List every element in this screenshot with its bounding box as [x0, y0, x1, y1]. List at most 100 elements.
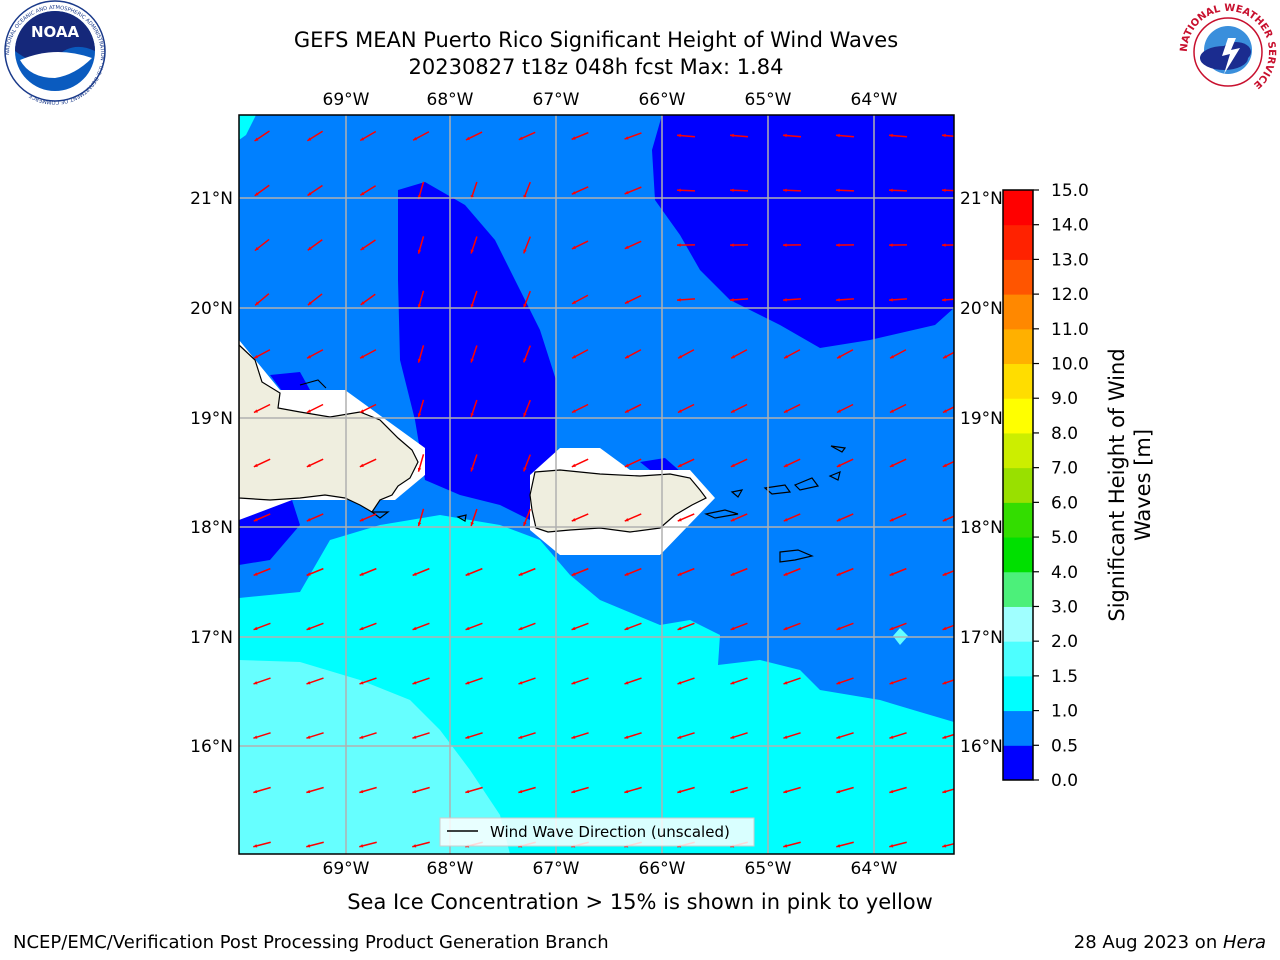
- wind-arrow: [888, 243, 908, 247]
- wind-arrow: [676, 188, 696, 193]
- colorbar-segment: [1003, 502, 1033, 538]
- wind-arrow: [836, 458, 854, 468]
- wind-arrow: [941, 298, 954, 302]
- map-frame: [238, 114, 955, 855]
- wind-arrow: [941, 133, 954, 138]
- colorbar-frame: [1002, 189, 1034, 781]
- wind-arrow: [676, 243, 696, 247]
- map-subtitle: 20230827 t18z 048h fcst Max: 1.84: [408, 55, 784, 79]
- wind-arrow: [306, 403, 324, 414]
- wind-arrow: [518, 786, 536, 794]
- colorbar-segment: [1003, 537, 1033, 573]
- wind-arrow: [783, 732, 801, 739]
- wind-arrow: [470, 290, 478, 309]
- wind-arrow: [624, 294, 642, 305]
- wind-arrow: [836, 677, 854, 685]
- wind-arrow: [523, 508, 531, 527]
- wind-arrow: [624, 458, 642, 468]
- wind-arrow: [518, 622, 536, 631]
- lat-tick-left: 20°N: [190, 299, 233, 319]
- wind-arrow: [470, 236, 478, 254]
- wind-arrow: [254, 130, 270, 142]
- colorbar-segment: [1003, 641, 1033, 677]
- wind-direction-arrows: [253, 130, 954, 848]
- lat-tick-right: 19°N: [960, 409, 1003, 429]
- wind-arrow: [941, 188, 954, 193]
- wind-arrow: [254, 293, 270, 306]
- wind-arrow: [730, 513, 748, 522]
- colorbar-tick-label: 0.5: [1051, 736, 1078, 756]
- wind-arrow: [624, 677, 642, 685]
- wind-arrow: [306, 732, 324, 739]
- wind-arrow: [359, 130, 377, 142]
- colorbar-segment: [1003, 571, 1033, 607]
- wind-arrow: [624, 186, 642, 195]
- wind-arrow: [571, 349, 589, 359]
- wind-arrow: [523, 290, 531, 309]
- wind-arrow: [836, 403, 854, 414]
- lon-tick-top: 65°W: [745, 90, 792, 110]
- wind-arrow: [730, 403, 748, 414]
- wind-arrow: [253, 622, 271, 631]
- land-hispaniola-north-coast: [299, 379, 327, 389]
- wind-arrow: [889, 677, 907, 685]
- wind-arrow: [835, 188, 855, 193]
- wind-arrow: [782, 243, 802, 247]
- wind-arrow: [470, 345, 478, 363]
- wind-arrow: [465, 622, 483, 631]
- wind-arrow: [523, 454, 531, 472]
- lon-tick-bottom: 65°W: [745, 859, 792, 879]
- colorbar-tick-label: 1.5: [1051, 667, 1078, 687]
- colorbar-segment: [1003, 710, 1033, 746]
- lon-tick-top: 67°W: [533, 90, 580, 110]
- wind-arrow: [306, 130, 324, 142]
- wind-arrow: [677, 403, 695, 414]
- wind-arrow: [888, 133, 908, 138]
- wind-arrow: [359, 732, 377, 739]
- wind-arrow: [523, 345, 531, 363]
- wind-arrow: [677, 349, 695, 359]
- wind-arrow: [942, 460, 954, 468]
- wind-arrow: [417, 454, 425, 472]
- wave-level-0.0-0.5-sw: [239, 500, 300, 565]
- wind-arrow: [307, 293, 323, 306]
- wind-arrow: [835, 133, 855, 138]
- wave-level-0.0-0.5-ne: [652, 115, 954, 348]
- wind-arrow: [677, 458, 695, 468]
- colorbar-tick-label: 3.0: [1051, 597, 1078, 617]
- wind-arrow: [470, 399, 478, 418]
- wind-arrow: [518, 567, 536, 577]
- wind-arrow: [571, 732, 589, 739]
- colorbar-segment: [1003, 606, 1033, 642]
- wind-arrow: [306, 349, 324, 359]
- lon-tick-bottom: 69°W: [323, 859, 370, 879]
- wind-arrow: [412, 786, 430, 794]
- graticule: [239, 115, 954, 854]
- lat-tick-right: 21°N: [960, 189, 1003, 209]
- wind-arrow: [465, 567, 483, 577]
- lat-tick-right: 18°N: [960, 518, 1003, 538]
- colorbar-label-line2: Waves [m]: [1131, 429, 1155, 541]
- colorbar-tick-label: 10.0: [1051, 355, 1089, 375]
- lat-tick-left: 16°N: [190, 737, 233, 757]
- wind-arrow: [889, 349, 907, 359]
- colorbar-tick-label: 7.0: [1051, 459, 1078, 479]
- wind-arrow: [359, 458, 377, 468]
- wind-arrow: [571, 458, 589, 468]
- wind-arrow: [412, 841, 430, 848]
- wind-arrow: [889, 622, 907, 631]
- lon-tick-top: 64°W: [851, 90, 898, 110]
- wind-arrow: [942, 679, 954, 685]
- wind-arrow: [676, 133, 696, 138]
- wind-arrow: [359, 622, 377, 631]
- wind-arrow: [417, 236, 425, 254]
- wind-arrow: [465, 131, 483, 141]
- wind-arrow: [677, 677, 695, 685]
- wind-arrow: [571, 622, 589, 631]
- wind-arrow: [677, 732, 695, 739]
- wind-arrow: [417, 508, 425, 527]
- wind-arrow: [836, 622, 854, 631]
- lon-tick-bottom: 68°W: [427, 859, 474, 879]
- wind-arrow: [518, 732, 536, 739]
- credit-machine: Hera: [1222, 932, 1266, 953]
